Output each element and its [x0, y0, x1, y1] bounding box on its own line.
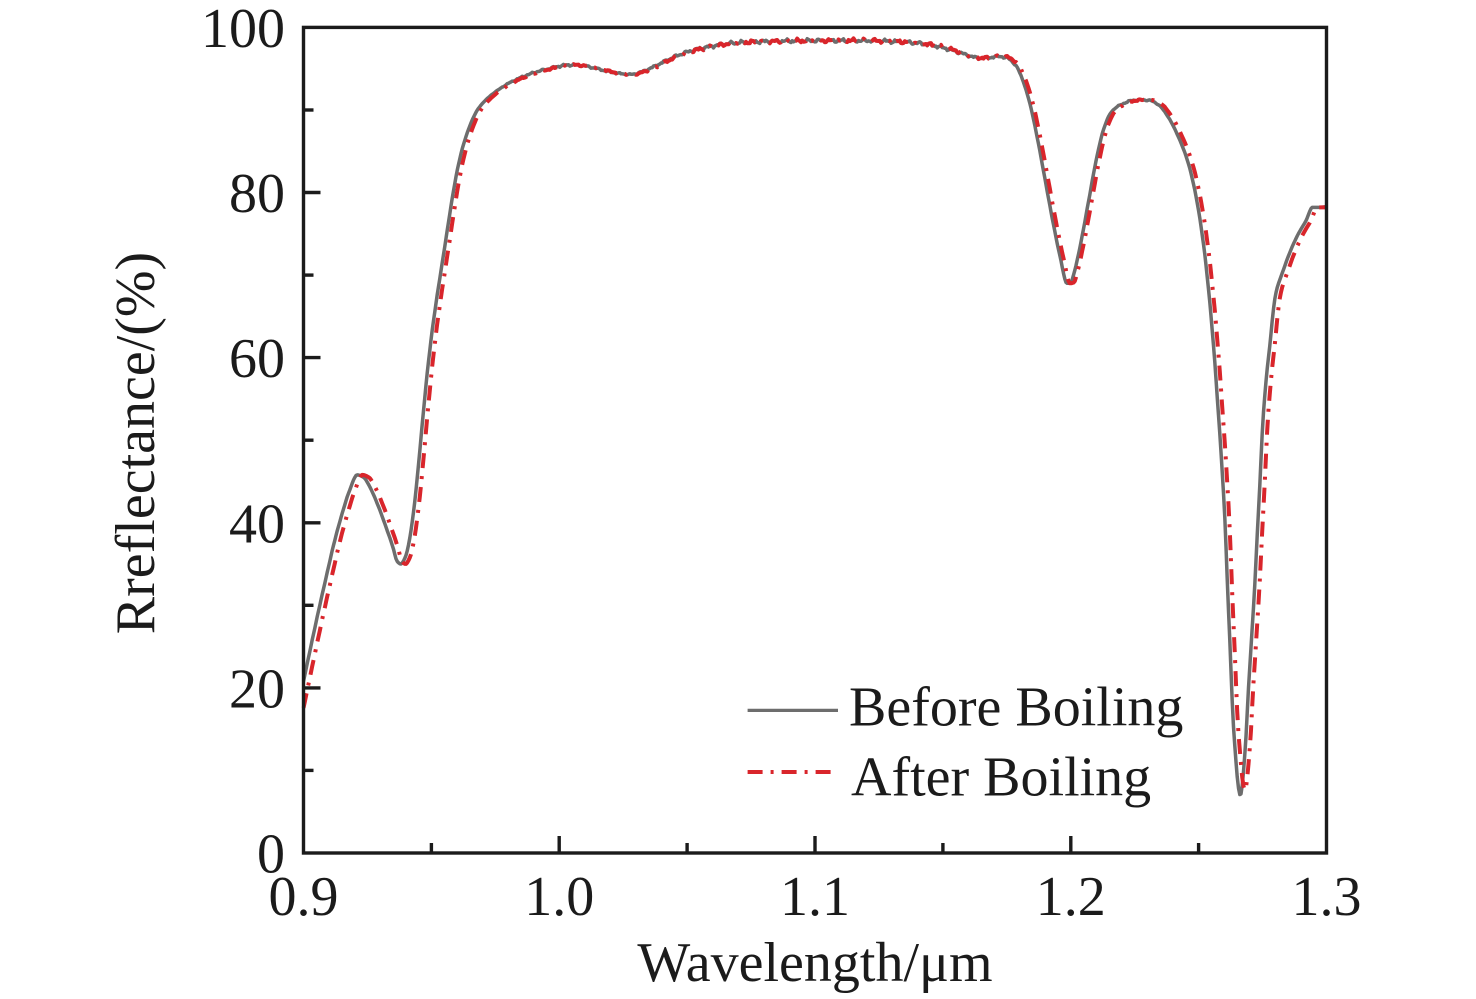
- svg-text:Wavelength/μm: Wavelength/μm: [637, 932, 992, 994]
- svg-text:0.9: 0.9: [269, 866, 339, 928]
- svg-text:60: 60: [229, 328, 285, 390]
- svg-text:100: 100: [201, 0, 285, 60]
- svg-text:20: 20: [229, 658, 285, 720]
- svg-text:0: 0: [257, 824, 285, 886]
- svg-text:1.0: 1.0: [524, 866, 594, 928]
- svg-text:1.1: 1.1: [780, 866, 850, 928]
- svg-text:Before Boiling: Before Boiling: [849, 676, 1183, 738]
- svg-text:1.2: 1.2: [1036, 866, 1106, 928]
- svg-text:40: 40: [229, 493, 285, 555]
- svg-text:1.3: 1.3: [1292, 866, 1362, 928]
- svg-text:Rreflectance/(%): Rreflectance/(%): [105, 252, 167, 634]
- svg-text:After Boiling: After Boiling: [851, 746, 1151, 808]
- svg-text:80: 80: [229, 163, 285, 225]
